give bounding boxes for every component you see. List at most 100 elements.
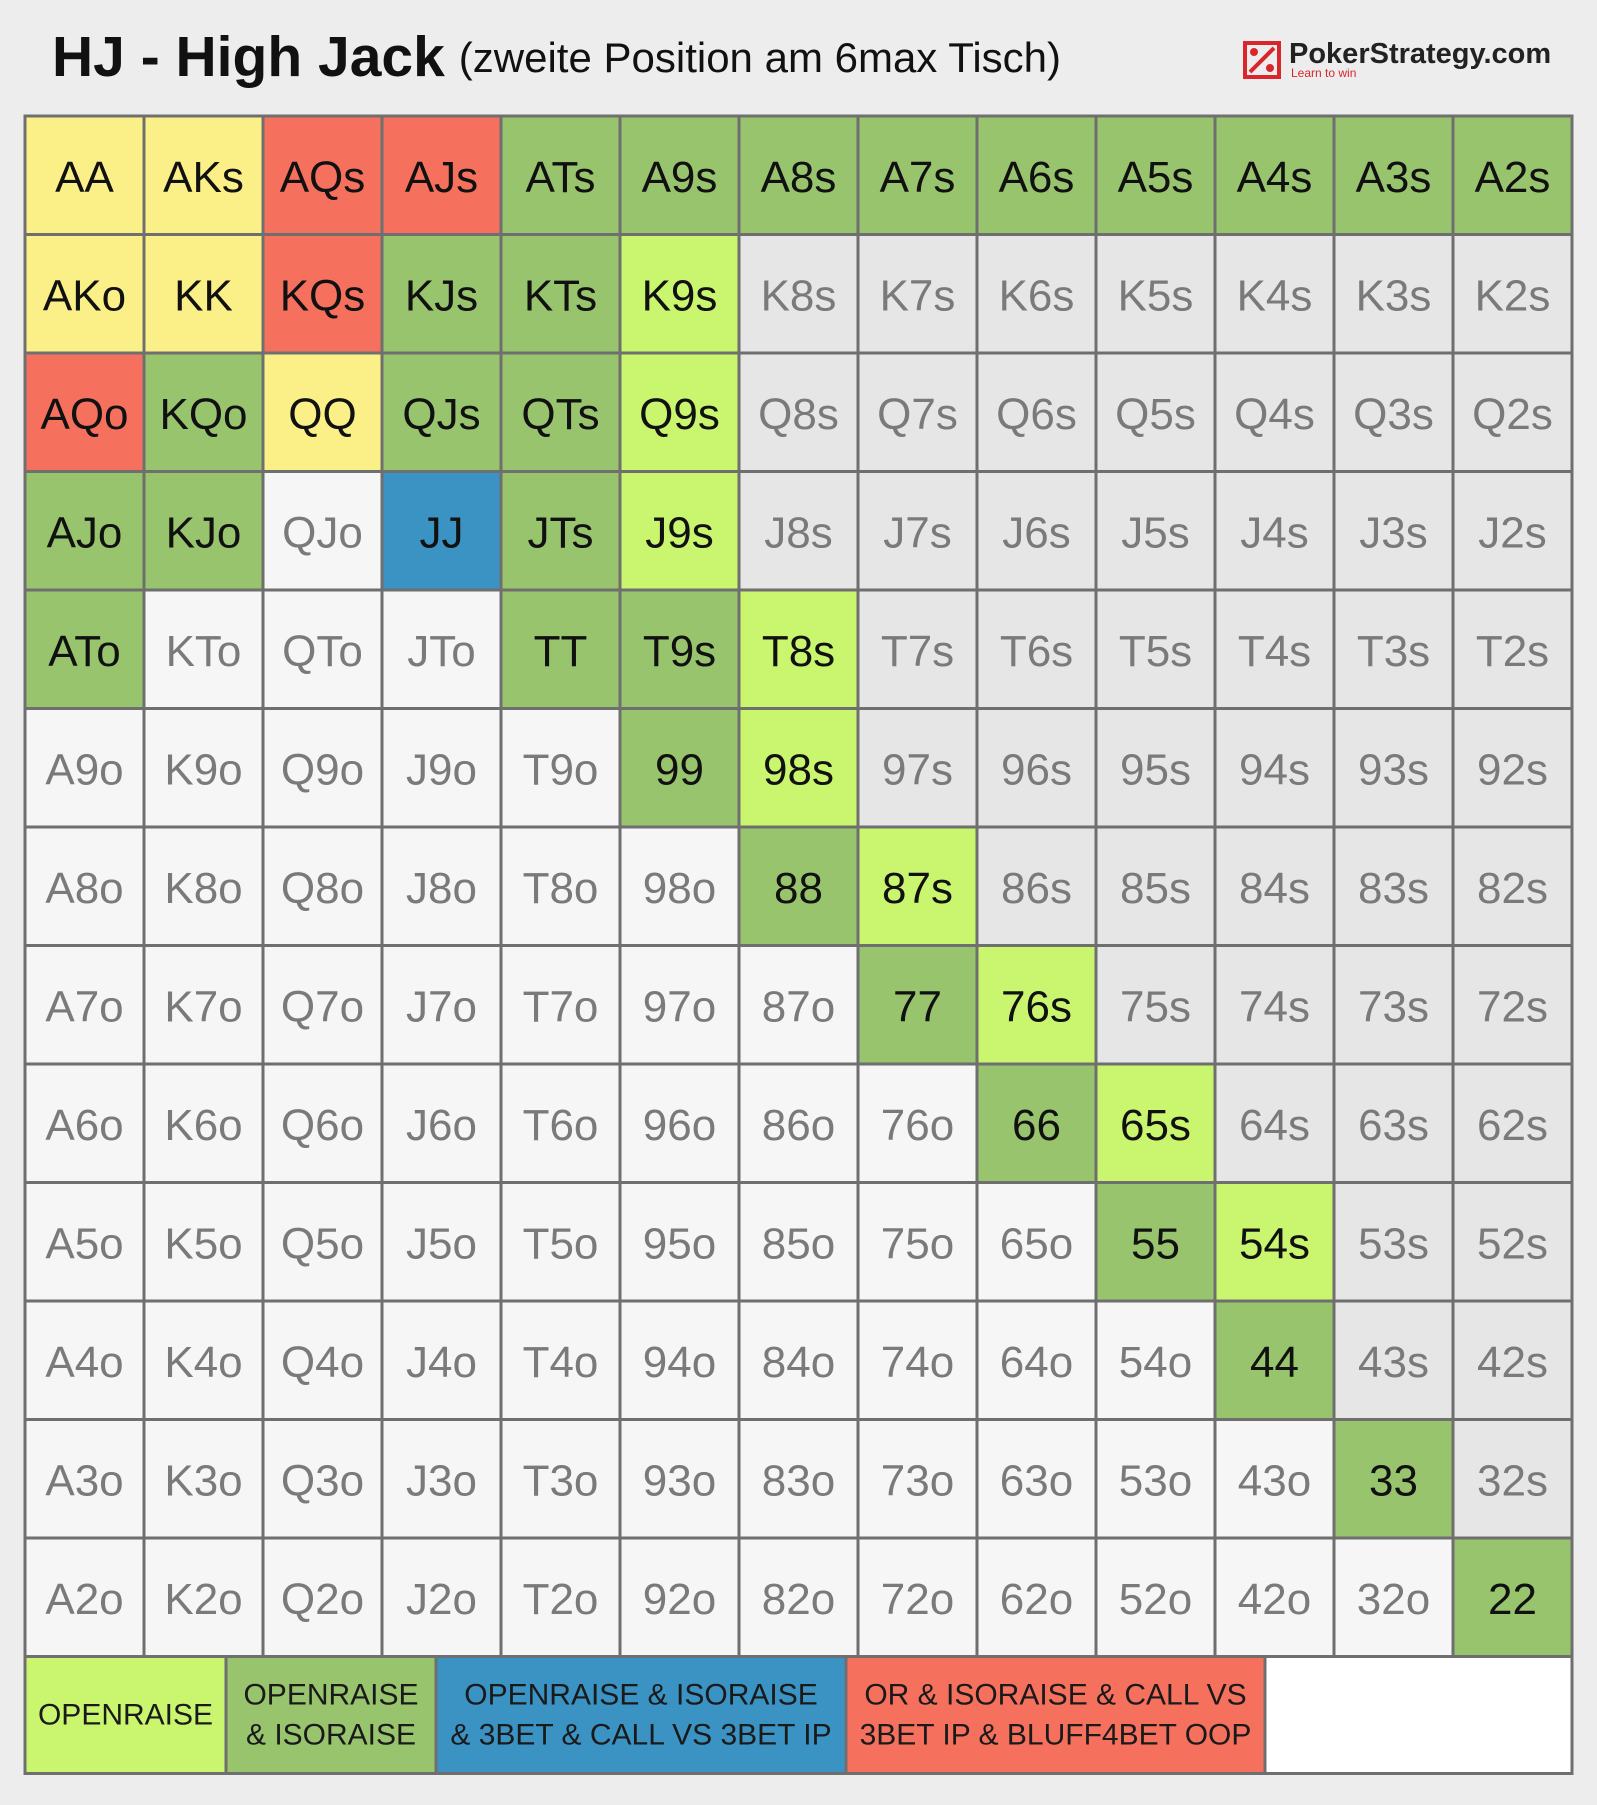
hand-label: A2s xyxy=(1475,153,1551,202)
cell xyxy=(380,1536,503,1658)
cell xyxy=(1451,1181,1574,1303)
hand-label: 87o xyxy=(762,982,835,1031)
cell xyxy=(499,1299,622,1421)
hand-label: TT xyxy=(534,627,588,676)
hand-label: 55 xyxy=(1131,1219,1180,1268)
hand-label: 43s xyxy=(1358,1338,1429,1387)
cell xyxy=(737,707,860,829)
cell xyxy=(975,707,1098,829)
hand-label: J5o xyxy=(406,1219,477,1268)
cell xyxy=(737,588,860,710)
hand-label: J3o xyxy=(406,1456,477,1505)
cell xyxy=(380,233,503,355)
cell xyxy=(975,944,1098,1066)
hand-label: Q2o xyxy=(281,1575,364,1624)
cell xyxy=(737,470,860,592)
hand-label: Q7o xyxy=(281,982,364,1031)
hand-label: A6s xyxy=(999,153,1075,202)
hand-label: J6o xyxy=(406,1101,477,1150)
cell xyxy=(618,114,741,236)
hand-label: QQ xyxy=(288,390,356,439)
cell xyxy=(1332,825,1455,947)
hand-label: AJs xyxy=(405,153,478,202)
cell xyxy=(856,1181,979,1303)
hand-label: 86o xyxy=(762,1101,835,1150)
cell xyxy=(1094,1299,1217,1421)
hand-label: T6o xyxy=(523,1101,599,1150)
hand-label: QJo xyxy=(282,508,363,557)
hand-label: 98o xyxy=(643,864,716,913)
header-title: HJ - High Jack (zweite Position am 6max T… xyxy=(52,25,1061,89)
cell xyxy=(23,351,146,473)
hand-label: Q3s xyxy=(1353,390,1434,439)
hand-label: T3o xyxy=(523,1456,599,1505)
hand-label: 72o xyxy=(881,1575,954,1624)
cell xyxy=(1094,588,1217,710)
logo-icon-slash xyxy=(1248,46,1276,74)
hand-label: KQo xyxy=(159,390,247,439)
hand-label: 83o xyxy=(762,1456,835,1505)
hand-label: Q8o xyxy=(281,864,364,913)
hand-label: KTs xyxy=(524,271,597,320)
cell xyxy=(1213,470,1336,592)
cell xyxy=(1451,944,1574,1066)
hand-label: JTs xyxy=(528,508,594,557)
hand-label: A8s xyxy=(761,153,837,202)
cell xyxy=(1332,233,1455,355)
hand-label: Q6s xyxy=(996,390,1077,439)
cell xyxy=(142,944,265,1066)
cell xyxy=(142,1536,265,1658)
hand-label: 87s xyxy=(882,864,953,913)
hand-label: Q4o xyxy=(281,1338,364,1387)
hand-label: 22 xyxy=(1488,1575,1537,1624)
cell xyxy=(1094,1418,1217,1540)
cell xyxy=(23,944,146,1066)
hand-label: ATo xyxy=(48,627,121,676)
cell xyxy=(1451,233,1574,355)
hand-label: T9o xyxy=(523,745,599,794)
hand-label: 66 xyxy=(1012,1101,1061,1150)
cell xyxy=(380,1418,503,1540)
cell xyxy=(856,588,979,710)
cell xyxy=(737,233,860,355)
cell xyxy=(142,1418,265,1540)
hand-label: A5o xyxy=(45,1219,123,1268)
cell xyxy=(1451,1536,1574,1658)
hand-label: J9o xyxy=(406,745,477,794)
hand-label: 82o xyxy=(762,1575,835,1624)
cell xyxy=(1213,1418,1336,1540)
hand-label: Q5s xyxy=(1115,390,1196,439)
hand-label: 99 xyxy=(655,745,704,794)
cell xyxy=(975,1299,1098,1421)
cell xyxy=(856,1536,979,1658)
hand-label: T7o xyxy=(523,982,599,1031)
logo-tagline: Learn to win xyxy=(1291,66,1356,80)
cell xyxy=(618,825,741,947)
hand-label: T2s xyxy=(1476,627,1549,676)
hand-label: J7o xyxy=(406,982,477,1031)
cell xyxy=(1332,1299,1455,1421)
hand-label: QTs xyxy=(521,390,599,439)
hand-label: K2o xyxy=(164,1575,242,1624)
hand-label: J2s xyxy=(1478,508,1546,557)
hand-label: 86s xyxy=(1001,864,1072,913)
cell xyxy=(737,351,860,473)
hand-label: T5s xyxy=(1119,627,1192,676)
cell xyxy=(499,233,622,355)
hand-label: 92o xyxy=(643,1575,716,1624)
hand-label: 82s xyxy=(1477,864,1548,913)
hand-label: AKs xyxy=(163,153,244,202)
legend-label: & ISORAISE xyxy=(246,1719,416,1752)
hand-label: 44 xyxy=(1250,1338,1299,1387)
hand-label: K4s xyxy=(1237,271,1313,320)
cell xyxy=(499,351,622,473)
hand-label: 53o xyxy=(1119,1456,1192,1505)
hand-label: 96s xyxy=(1001,745,1072,794)
hand-label: Q2s xyxy=(1472,390,1553,439)
cell xyxy=(142,825,265,947)
hand-label: K4o xyxy=(164,1338,242,1387)
legend-swatch xyxy=(224,1655,438,1775)
cell xyxy=(261,1536,384,1658)
hand-label: K9o xyxy=(164,745,242,794)
